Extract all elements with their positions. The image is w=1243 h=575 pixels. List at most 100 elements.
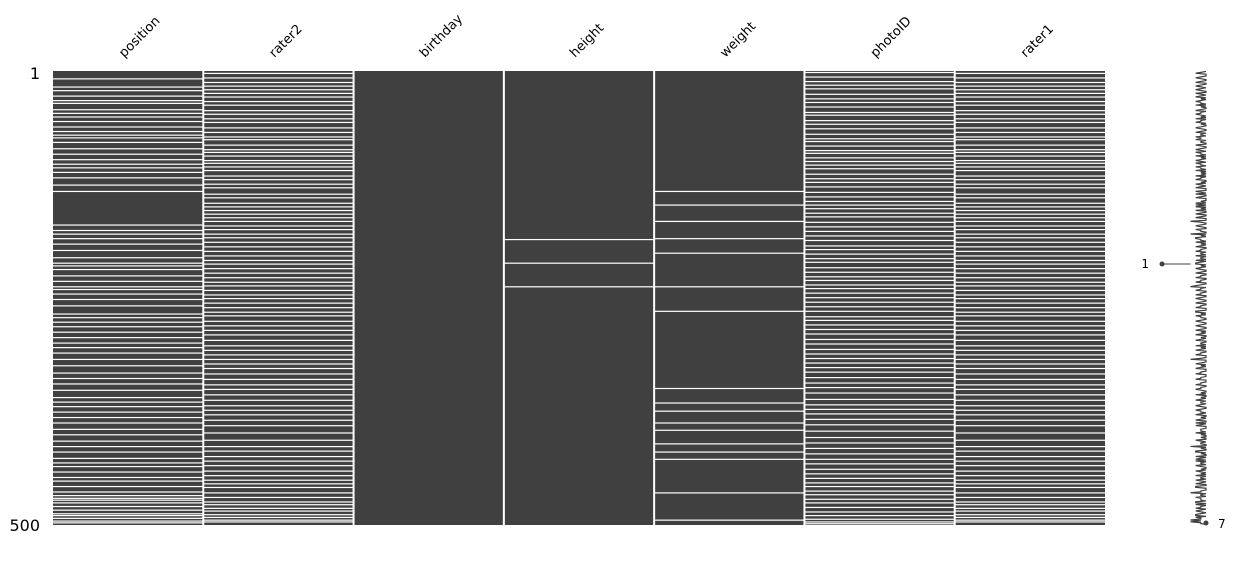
missing-cell bbox=[954, 81, 1105, 84]
missing-cell bbox=[954, 349, 1105, 351]
missing-cell bbox=[203, 110, 354, 112]
missing-cell bbox=[53, 517, 204, 519]
missing-cell bbox=[954, 302, 1105, 304]
missing-cell bbox=[804, 204, 955, 206]
missing-cell bbox=[954, 110, 1105, 112]
missing-cell bbox=[654, 286, 805, 288]
missing-cell bbox=[954, 151, 1105, 154]
column-photoID bbox=[803, 71, 955, 525]
missing-cell bbox=[954, 166, 1105, 168]
missing-cell bbox=[654, 387, 805, 390]
missing-cell bbox=[954, 298, 1105, 300]
missing-cell bbox=[203, 501, 354, 503]
missing-cell bbox=[654, 429, 805, 431]
sparkline-max-label: 7 bbox=[1218, 517, 1226, 531]
missing-cell bbox=[804, 382, 955, 384]
missing-cell bbox=[954, 446, 1105, 448]
missing-cell bbox=[804, 473, 955, 475]
missing-cell bbox=[954, 504, 1105, 506]
missing-cell bbox=[654, 443, 805, 445]
missing-cell bbox=[203, 315, 354, 317]
missing-cell bbox=[804, 212, 955, 214]
missing-cell bbox=[954, 209, 1105, 212]
missing-cell bbox=[954, 521, 1105, 523]
column-label-height: height bbox=[567, 21, 607, 61]
missing-cell bbox=[53, 288, 204, 291]
missing-cell bbox=[804, 258, 955, 260]
missing-cell bbox=[203, 206, 354, 208]
missing-cell bbox=[203, 367, 354, 370]
missing-cell bbox=[804, 221, 955, 223]
column-divider bbox=[803, 71, 806, 525]
missing-cell bbox=[53, 321, 204, 323]
missing-cell bbox=[203, 519, 354, 521]
missing-cell bbox=[53, 509, 204, 511]
column-label-position: position bbox=[116, 14, 163, 61]
missing-cell bbox=[203, 100, 354, 103]
column-bar-weight bbox=[654, 71, 805, 525]
missing-cell bbox=[203, 149, 354, 151]
missing-cell bbox=[954, 419, 1105, 421]
missing-cell bbox=[954, 139, 1105, 141]
missing-cell bbox=[804, 404, 955, 406]
missing-cell bbox=[53, 451, 204, 453]
missing-cell bbox=[804, 353, 955, 355]
missing-cell bbox=[203, 492, 354, 494]
missing-cell bbox=[954, 277, 1105, 279]
missing-cell bbox=[954, 483, 1105, 485]
missing-cell bbox=[804, 88, 955, 90]
missing-cell bbox=[954, 514, 1105, 516]
missing-cell bbox=[53, 268, 204, 271]
missing-cell bbox=[954, 450, 1105, 452]
column-bar-height bbox=[503, 71, 655, 525]
missing-cell bbox=[203, 325, 354, 327]
missing-cell bbox=[53, 401, 204, 403]
missing-cell bbox=[53, 298, 204, 301]
column-divider bbox=[352, 71, 355, 525]
missing-cell bbox=[804, 261, 955, 263]
missing-cell bbox=[954, 501, 1105, 503]
missing-cell bbox=[954, 127, 1105, 129]
missing-cell bbox=[53, 153, 204, 155]
missing-cell bbox=[954, 307, 1105, 309]
missing-cell bbox=[53, 90, 204, 92]
missing-cell bbox=[203, 479, 354, 481]
missing-cell bbox=[804, 436, 955, 439]
missing-cell bbox=[53, 377, 204, 380]
missing-cell bbox=[203, 465, 354, 467]
missing-cell bbox=[804, 178, 955, 180]
missing-cell bbox=[203, 307, 354, 309]
missing-cell bbox=[203, 183, 354, 185]
missing-cell bbox=[804, 235, 955, 237]
missing-cell bbox=[804, 98, 955, 100]
missing-cell bbox=[804, 442, 955, 444]
missing-cell bbox=[53, 238, 204, 240]
missing-cell bbox=[53, 233, 204, 235]
missing-cell bbox=[203, 450, 354, 452]
missing-cell bbox=[53, 171, 204, 173]
missing-cell bbox=[203, 455, 354, 458]
missing-cell bbox=[654, 492, 805, 494]
missing-cell bbox=[954, 72, 1105, 75]
missing-cell bbox=[53, 141, 204, 144]
missing-cell bbox=[53, 331, 204, 333]
missing-cell bbox=[503, 262, 655, 264]
missing-cell bbox=[954, 439, 1105, 441]
column-weight bbox=[653, 71, 805, 525]
missing-cell bbox=[804, 319, 955, 321]
missing-cell bbox=[53, 148, 204, 150]
missing-cell bbox=[804, 145, 955, 147]
missing-cell bbox=[203, 378, 354, 381]
missing-cell bbox=[954, 131, 1105, 134]
missing-cell bbox=[954, 255, 1105, 257]
missing-cell bbox=[203, 285, 354, 287]
column-divider bbox=[202, 71, 205, 525]
missing-cell bbox=[954, 118, 1105, 120]
missing-cell bbox=[804, 181, 955, 183]
missing-cell bbox=[804, 424, 955, 426]
missing-cell bbox=[53, 352, 204, 354]
missing-cell bbox=[804, 106, 955, 108]
column-labels: position rater2 birthday height weight photoI… bbox=[116, 11, 1057, 60]
missing-cell bbox=[954, 345, 1105, 347]
missing-cell bbox=[654, 220, 805, 223]
